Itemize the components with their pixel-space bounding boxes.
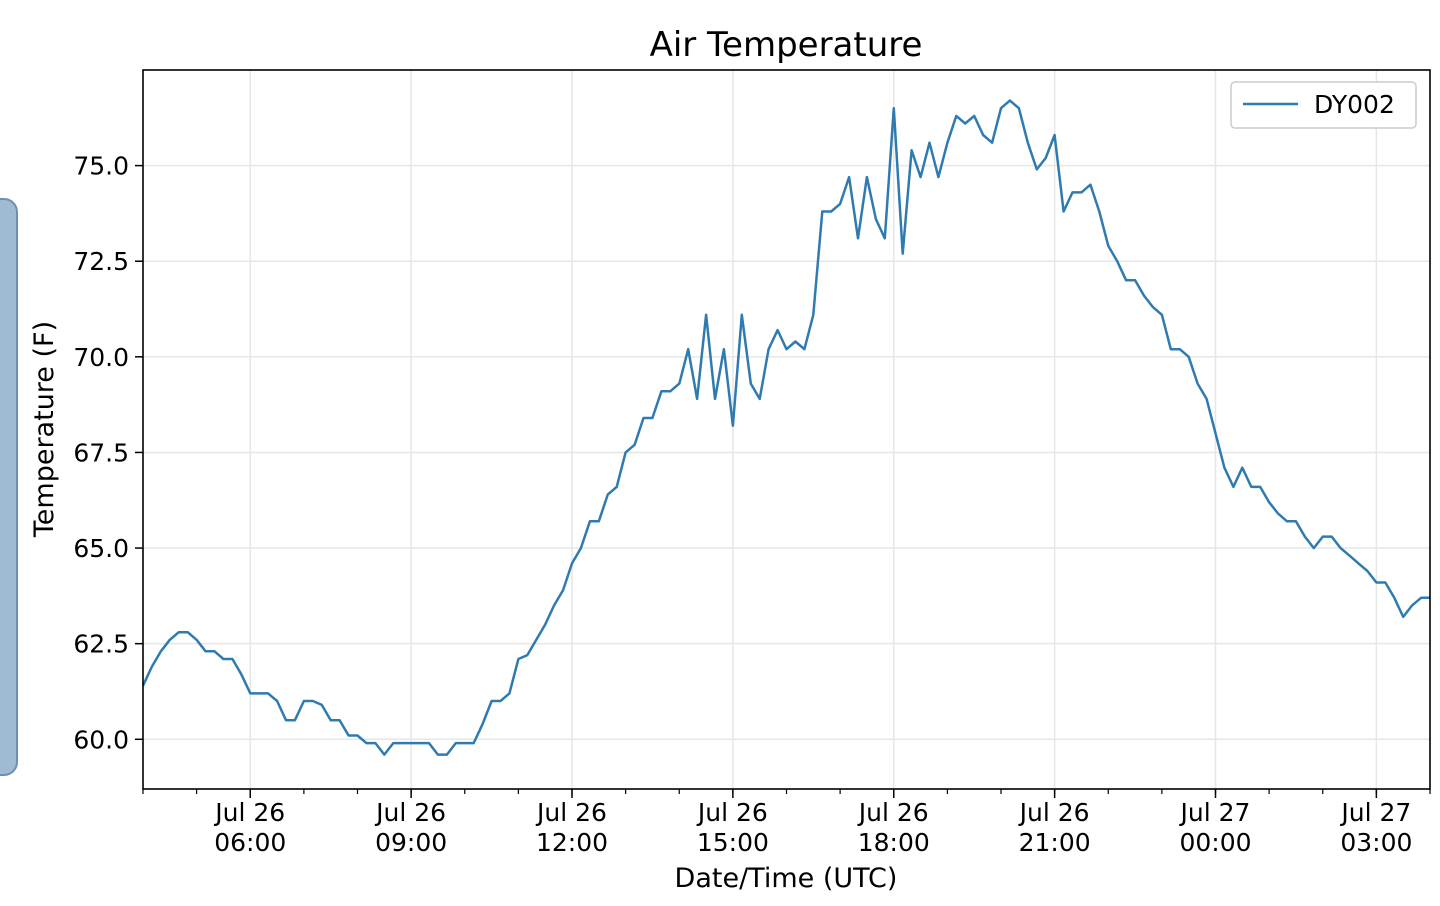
x-tick-time-label: 18:00 (858, 828, 930, 857)
x-tick-date-label: Jul 26 (535, 798, 607, 827)
x-tick-date-label: Jul 26 (696, 798, 768, 827)
plot-frame (142, 69, 1431, 790)
x-tick-date-label: Jul 27 (1339, 798, 1411, 827)
y-tick-label: 62.5 (73, 630, 129, 659)
x-tick-time-label: 06:00 (214, 828, 286, 857)
y-tick-label: 75.0 (73, 152, 129, 181)
x-tick-time-label: 15:00 (697, 828, 769, 857)
x-tick-date-label: Jul 26 (1018, 798, 1090, 827)
y-tick-label: 70.0 (73, 343, 129, 372)
y-axis-title: Temperature (F) (29, 321, 60, 538)
side-panel-tab[interactable] (0, 198, 18, 776)
series-layer (141, 99, 1430, 756)
y-tick-label: 72.5 (73, 247, 129, 276)
x-tick-time-label: 21:00 (1019, 828, 1091, 857)
y-tick-label: 65.0 (73, 534, 129, 563)
x-tick-time-label: 03:00 (1340, 828, 1412, 857)
x-tick-date-label: Jul 26 (857, 798, 929, 827)
legend: DY002 (1230, 81, 1417, 129)
legend-box (1230, 81, 1417, 129)
x-tick-date-label: Jul 26 (213, 798, 285, 827)
y-tick-label: 67.5 (73, 438, 129, 467)
series-line-dy002 (141, 99, 1430, 756)
x-axis-title: Date/Time (UTC) (675, 863, 898, 894)
x-tick-time-label: 00:00 (1179, 828, 1251, 857)
x-tick-date-label: Jul 27 (1179, 798, 1251, 827)
chart-title: Air Temperature (650, 25, 923, 65)
legend-label: DY002 (1314, 90, 1395, 119)
y-axis: 60.0 62.5 65.0 67.5 70.0 72.5 75.0 (73, 152, 143, 754)
x-tick-time-label: 12:00 (536, 828, 608, 857)
x-tick-time-label: 09:00 (375, 828, 447, 857)
grid (143, 70, 1430, 789)
x-tick-date-label: Jul 26 (374, 798, 446, 827)
y-tick-label: 60.0 (73, 725, 129, 754)
